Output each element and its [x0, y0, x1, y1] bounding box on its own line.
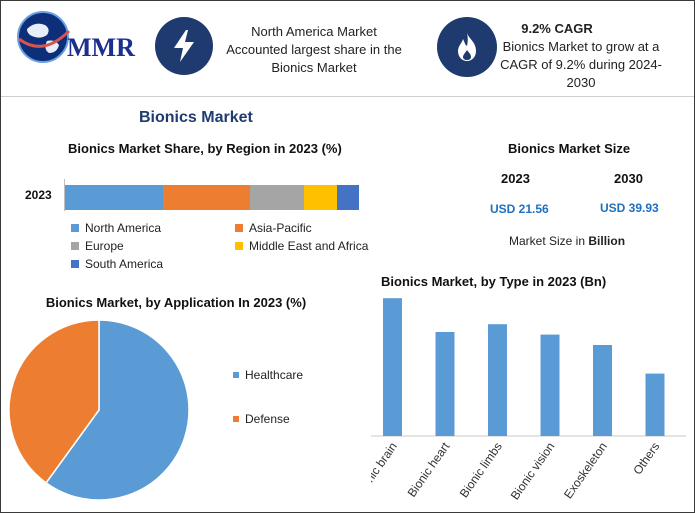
x-tick-label: Exoskeleton	[561, 440, 610, 502]
legend-label: North America	[85, 221, 162, 235]
x-tick-label: Bionic brain	[371, 440, 400, 499]
x-tick-label: Bionic heart	[405, 439, 453, 499]
logo: MMR	[13, 9, 143, 65]
region-segment-north-america	[65, 185, 163, 210]
pie-slice-defense	[8, 319, 100, 484]
flame-badge	[437, 17, 497, 77]
region-stacked-bar	[65, 185, 359, 210]
market-size-title: Bionics Market Size	[508, 141, 631, 156]
x-tick-label: Bionic vision	[508, 440, 558, 503]
flame-icon	[458, 33, 476, 61]
legend-south-america: South America	[71, 257, 163, 271]
region-segment-south-america	[337, 185, 359, 210]
legend-north-america: North America	[71, 221, 161, 235]
region-axis	[64, 179, 65, 211]
legend-swatch	[235, 242, 243, 250]
globe-icon	[17, 11, 71, 63]
legend-europe: Europe	[71, 239, 124, 253]
region-segment-asia-pacific	[163, 185, 250, 210]
x-tick-label: Bionic limbs	[457, 440, 505, 500]
note-prefix: Market Size in	[509, 234, 589, 248]
region-year-label: 2023	[25, 188, 52, 202]
application-pie-chart	[8, 319, 190, 501]
lightning-badge	[155, 17, 213, 75]
region-highlight-text: North America Market Accounted largest s…	[226, 24, 402, 75]
legend-swatch	[71, 224, 79, 232]
bar-bionic-heart	[435, 332, 455, 436]
header-divider	[1, 96, 694, 97]
region-segment-middle-east-and-africa	[304, 185, 337, 210]
market-size-note: Market Size in Billion	[509, 234, 625, 248]
legend-label: Healthcare	[245, 368, 304, 382]
application-chart-title: Bionics Market, by Application In 2023 (…	[45, 295, 307, 310]
lightning-icon	[174, 30, 194, 62]
cagr-title: 9.2% CAGR	[521, 21, 593, 36]
region-segment-europe	[250, 185, 304, 210]
legend-mea: Middle East and Africa	[235, 239, 368, 253]
legend-swatch	[71, 260, 79, 268]
cagr-text: Bionics Market to grow at a CAGR of 9.2%…	[500, 39, 662, 90]
legend-swatch	[71, 242, 79, 250]
bar-exoskeleton	[593, 345, 612, 436]
market-year-2023: 2023	[501, 171, 530, 186]
type-chart-title: Bionics Market, by Type in 2023 (Bn)	[381, 274, 607, 289]
legend-label: South America	[85, 257, 164, 271]
pie-slice-healthcare	[45, 319, 190, 501]
bar-bionic-limbs	[488, 324, 507, 436]
legend-asia-pacific: Asia-Pacific	[235, 221, 312, 235]
type-bar-chart: Bionic brain Bionic heart Bionic limbs Bion…	[371, 298, 686, 503]
bar-bionic-vision	[540, 334, 560, 436]
page-title: Bionics Market	[139, 109, 253, 126]
legend-label: Middle East and Africa	[249, 239, 369, 253]
market-year-2030: 2030	[614, 171, 643, 186]
legend-swatch	[235, 224, 243, 232]
legend-label: Asia-Pacific	[249, 221, 312, 235]
market-value-2023: USD 21.56	[490, 202, 549, 216]
bar-others	[645, 373, 665, 436]
market-value-2030: USD 39.93	[600, 201, 659, 215]
legend-defense: Defense	[233, 412, 290, 426]
legend-swatch	[233, 372, 239, 378]
region-chart-title: Bionics Market Share, by Region in 2023 …	[68, 141, 342, 156]
x-tick-label: Others	[630, 440, 662, 478]
legend-swatch	[233, 416, 239, 422]
legend-label: Europe	[85, 239, 124, 253]
bar-bionic-brain	[383, 298, 402, 436]
legend-healthcare: Healthcare	[233, 368, 303, 382]
note-unit: Billion	[588, 234, 626, 248]
logo-text: MMR	[67, 33, 135, 62]
legend-label: Defense	[245, 412, 290, 426]
